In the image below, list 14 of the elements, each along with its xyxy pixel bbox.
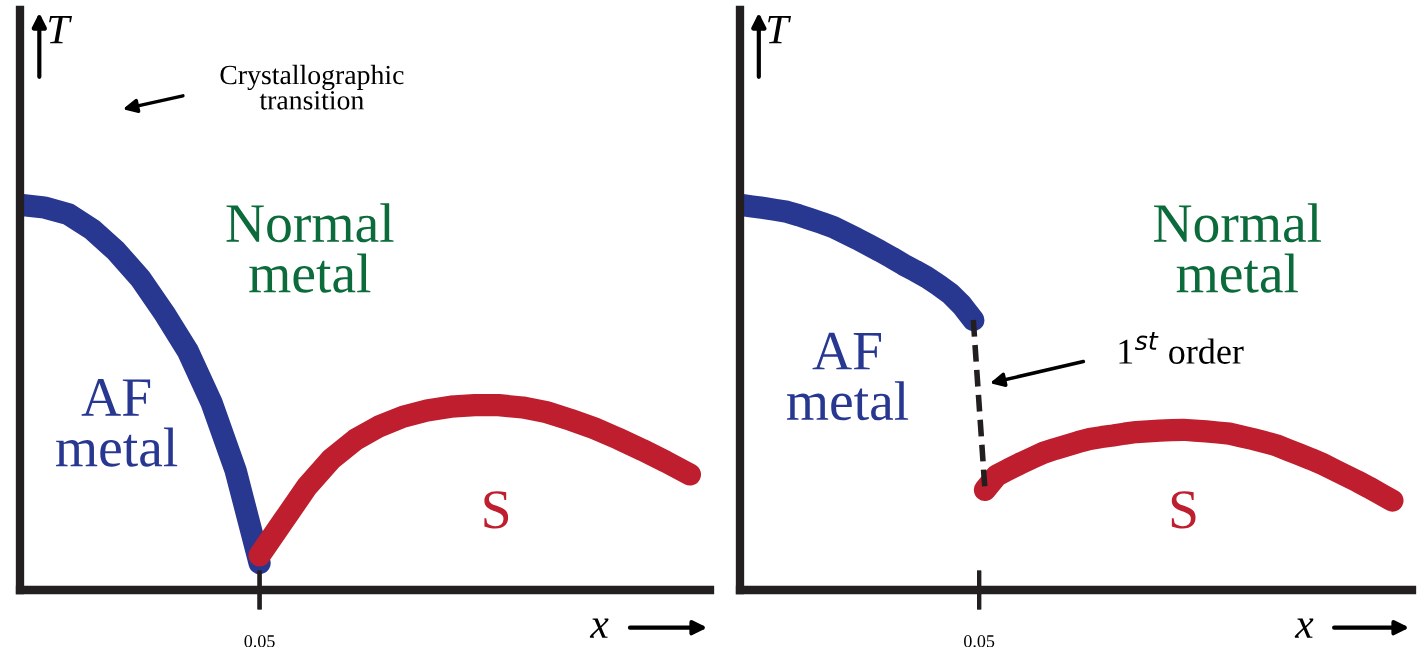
annotation: 1$^{st}$ order [1119, 332, 1244, 364]
annotation: AF metal [56, 379, 178, 467]
text: 0.05 [244, 635, 275, 647]
y-axis-title: T [49, 15, 72, 44]
y-axis-title: T [768, 15, 792, 44]
annotation: Normal metal [226, 203, 394, 293]
annotation: S [484, 491, 509, 529]
x-axis-title: x [1294, 618, 1314, 638]
annotation: S [1171, 491, 1196, 529]
text: 0.05 [964, 635, 995, 647]
annotation: Normal metal [1154, 203, 1322, 293]
annotation: AF metal [786, 332, 909, 421]
text: Crystallographic transition [220, 64, 404, 110]
x-axis-title: x [589, 618, 609, 638]
